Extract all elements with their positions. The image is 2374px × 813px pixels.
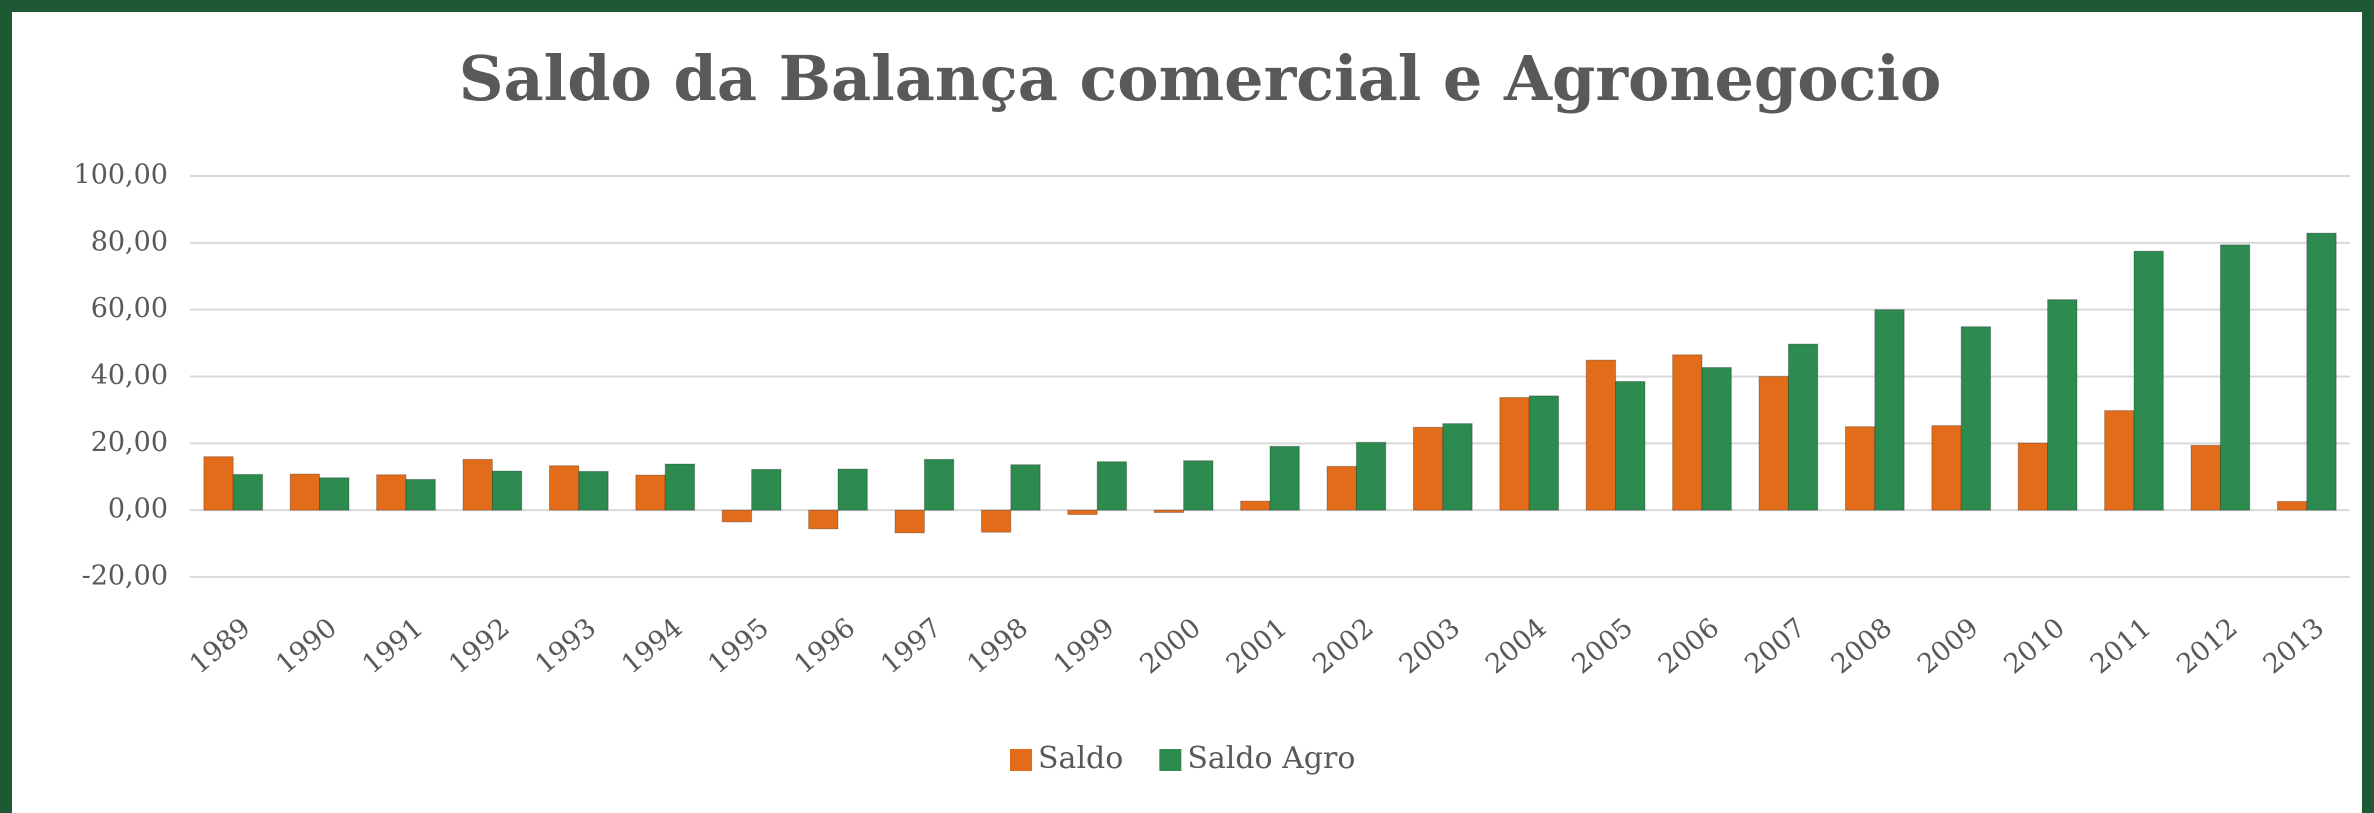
y-tick-label: 60,00: [91, 293, 168, 324]
chart-area: [12, 12, 2362, 813]
bar: [1672, 354, 1703, 511]
legend-label: Saldo Agro: [1187, 741, 1355, 776]
bar: [1844, 426, 1876, 511]
y-tick-label: 100,00: [74, 160, 168, 191]
bar: [837, 468, 868, 511]
bar: [289, 473, 321, 511]
bar: [2104, 410, 2135, 511]
bar: [1758, 376, 1789, 511]
bar: [2133, 250, 2164, 511]
bar: [1585, 359, 1617, 511]
bar: [1615, 381, 1646, 511]
y-tick-label: -20,00: [82, 561, 168, 592]
bar: [319, 477, 350, 511]
y-tick-label: 20,00: [91, 427, 168, 458]
bar: [1499, 397, 1530, 511]
bar: [721, 509, 753, 523]
legend-label: Saldo: [1038, 741, 1123, 776]
bar: [1269, 445, 1300, 511]
bar: [923, 458, 955, 511]
bar: [203, 456, 234, 511]
bar: [491, 470, 523, 511]
bar: [578, 470, 609, 511]
chart-title: Saldo da Balança comercial e Agronegocio: [459, 42, 1942, 115]
bar: [664, 463, 696, 511]
bar: [1240, 500, 1271, 511]
bar: [405, 478, 436, 511]
bar: [2017, 442, 2049, 511]
bar: [2219, 244, 2251, 511]
bar: [751, 468, 782, 511]
y-tick-label: 80,00: [91, 226, 168, 257]
bar: [1701, 366, 1732, 511]
y-tick-label: 40,00: [91, 360, 168, 391]
bar: [980, 509, 1012, 533]
bar: [1787, 343, 1819, 511]
bar: [548, 465, 580, 511]
legend-swatch: [1010, 749, 1032, 771]
bar: [2047, 299, 2078, 511]
bar: [1326, 465, 1357, 511]
bar: [1442, 423, 1473, 511]
bar: [232, 473, 264, 511]
bar: [2276, 500, 2308, 511]
bar: [2190, 444, 2221, 511]
legend-swatch: [1159, 749, 1182, 771]
bar: [376, 474, 407, 511]
bar: [1874, 309, 1905, 511]
bar: [1960, 326, 1992, 511]
bar: [894, 509, 925, 534]
bar: [1096, 461, 1128, 511]
bar: [462, 458, 493, 511]
bar: [2306, 232, 2337, 511]
bar: [1931, 425, 1962, 511]
bar: [635, 474, 666, 511]
bar: [1183, 460, 1214, 511]
bar: [1010, 464, 1041, 511]
bar: [1412, 426, 1444, 511]
y-tick-label: 0,00: [108, 494, 168, 525]
bar: [1153, 509, 1185, 514]
bar: [808, 509, 839, 530]
bar: [1528, 395, 1560, 511]
bar: [1355, 441, 1387, 511]
bar: [1067, 509, 1098, 516]
